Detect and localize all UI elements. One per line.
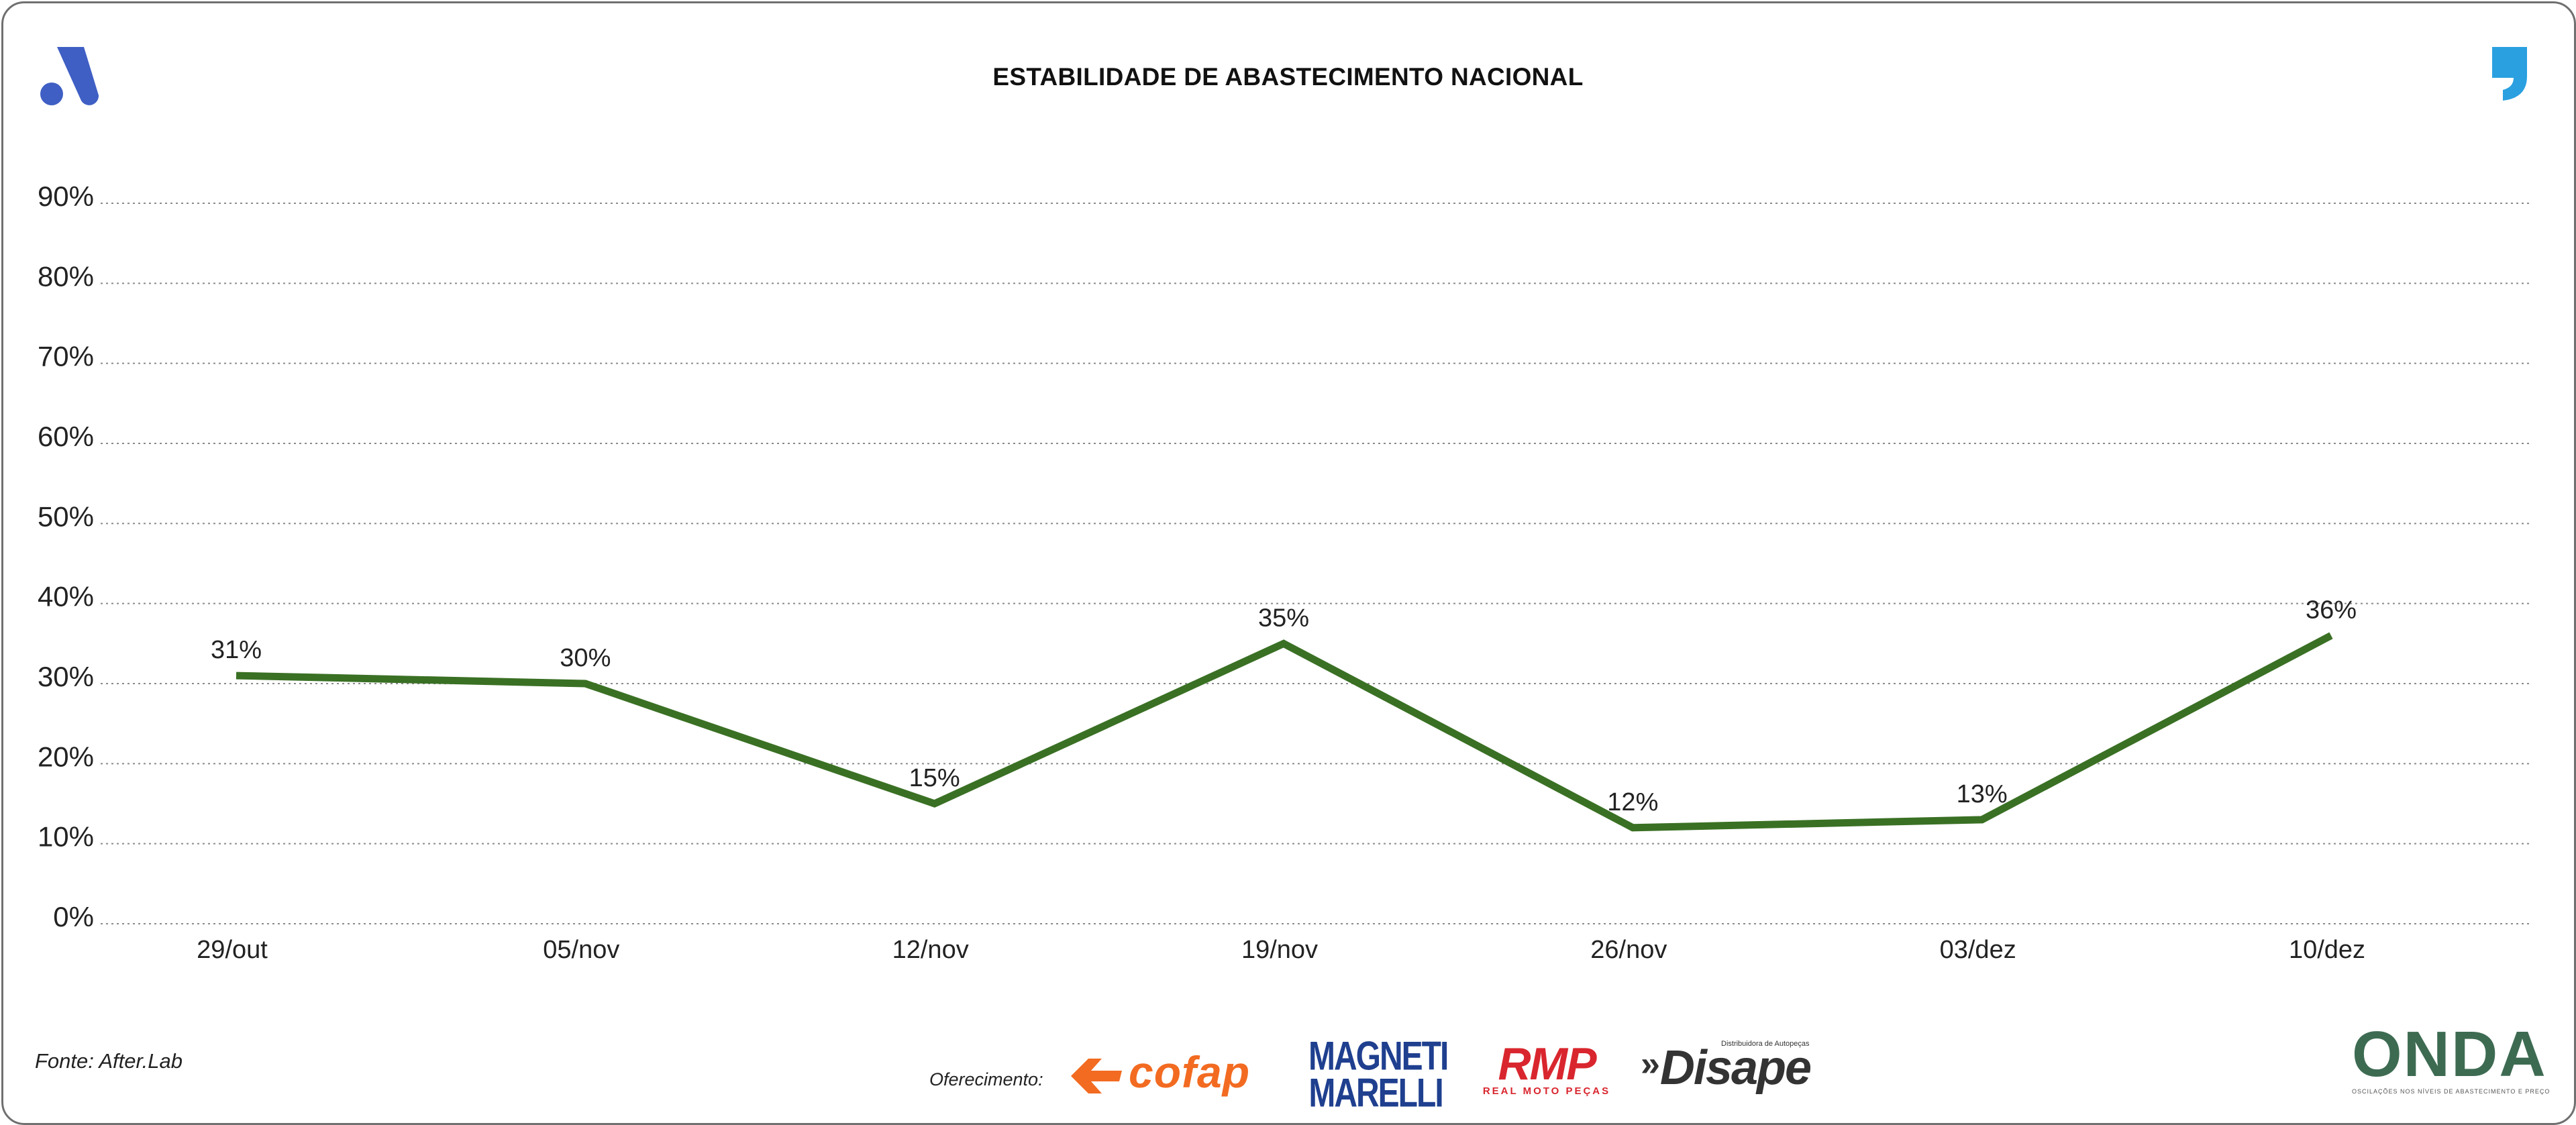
y-tick-label: 90% (38, 180, 94, 212)
marelli-wordmark: MARELLI (1308, 1071, 1443, 1116)
onda-wordmark: ONDA (2352, 1018, 2547, 1090)
x-tick-label: 12/nov (892, 936, 969, 964)
magneti-marelli-logo: MAGNETI MARELLI (1308, 1034, 1449, 1116)
data-label: 36% (2306, 596, 2357, 624)
y-tick-label: 30% (38, 661, 94, 692)
rmp-logo: RMP REAL MOTO PEÇAS (1480, 1038, 1614, 1097)
y-tick-label: 50% (38, 500, 94, 532)
disape-tagline: Distribuidora de Autopeças (1721, 1040, 1810, 1048)
rmp-tagline: REAL MOTO PEÇAS (1482, 1085, 1611, 1097)
y-tick-label: 10% (38, 821, 94, 853)
data-label: 35% (1258, 604, 1309, 632)
cofap-logo: cofap (1068, 1047, 1250, 1097)
x-tick-label: 10/dez (2289, 936, 2365, 964)
sponsor-label: Oferecimento: (929, 1069, 1043, 1089)
x-axis-ticks: 29/out 05/nov 12/nov 19/nov 26/nov 03/dez 10/d… (197, 936, 2365, 964)
series-line-group (236, 632, 2333, 832)
data-label: 12% (1607, 788, 1658, 816)
disape-logo: Distribuidora de Autopeças »Disape (1641, 1040, 1812, 1095)
x-tick-label: 05/nov (543, 936, 619, 964)
data-labels: 31% 30% 15% 35% 12% 13% 36% (211, 596, 2357, 816)
magneti-wordmark: MAGNETI (1308, 1034, 1449, 1079)
onda-tagline: OSCILAÇÕES NOS NÍVEIS DE ABASTECIMENTO E… (2352, 1088, 2551, 1095)
rmp-wordmark: RMP (1498, 1038, 1596, 1089)
cofap-x-icon (1071, 1058, 1122, 1093)
y-tick-label: 40% (38, 581, 94, 612)
x-tick-label: 29/out (197, 936, 268, 964)
data-label: 13% (1957, 780, 2008, 808)
y-axis-ticks: 0% 10% 20% 30% 40% 50% 60% 70% 80% 90% (38, 180, 94, 932)
source-note: Fonte: After.Lab (35, 1049, 183, 1073)
series-line (236, 632, 2333, 832)
y-tick-label: 80% (38, 260, 94, 292)
disape-arrows-icon: » (1641, 1044, 1660, 1083)
onda-logo: ONDA OSCILAÇÕES NOS NÍVEIS DE ABASTECIME… (2352, 1018, 2551, 1095)
disape-wordmark: Disape (1659, 1041, 1812, 1095)
chart-title: ESTABILIDADE DE ABASTECIMENTO NACIONAL (992, 63, 1584, 91)
x-tick-label: 26/nov (1590, 936, 1667, 964)
y-tick-label: 20% (38, 741, 94, 772)
cofap-wordmark: cofap (1129, 1047, 1251, 1097)
y-tick-label: 0% (53, 901, 94, 932)
y-tick-label: 60% (38, 421, 94, 452)
quote-mark-icon (2492, 47, 2527, 101)
data-label: 15% (909, 764, 960, 792)
data-label: 30% (560, 644, 611, 672)
after-lab-logo-icon (40, 47, 99, 105)
data-label: 31% (211, 636, 262, 664)
gridlines (101, 203, 2531, 924)
x-tick-label: 19/nov (1241, 936, 1318, 964)
x-tick-label: 03/dez (1940, 936, 2016, 964)
y-tick-label: 70% (38, 341, 94, 372)
